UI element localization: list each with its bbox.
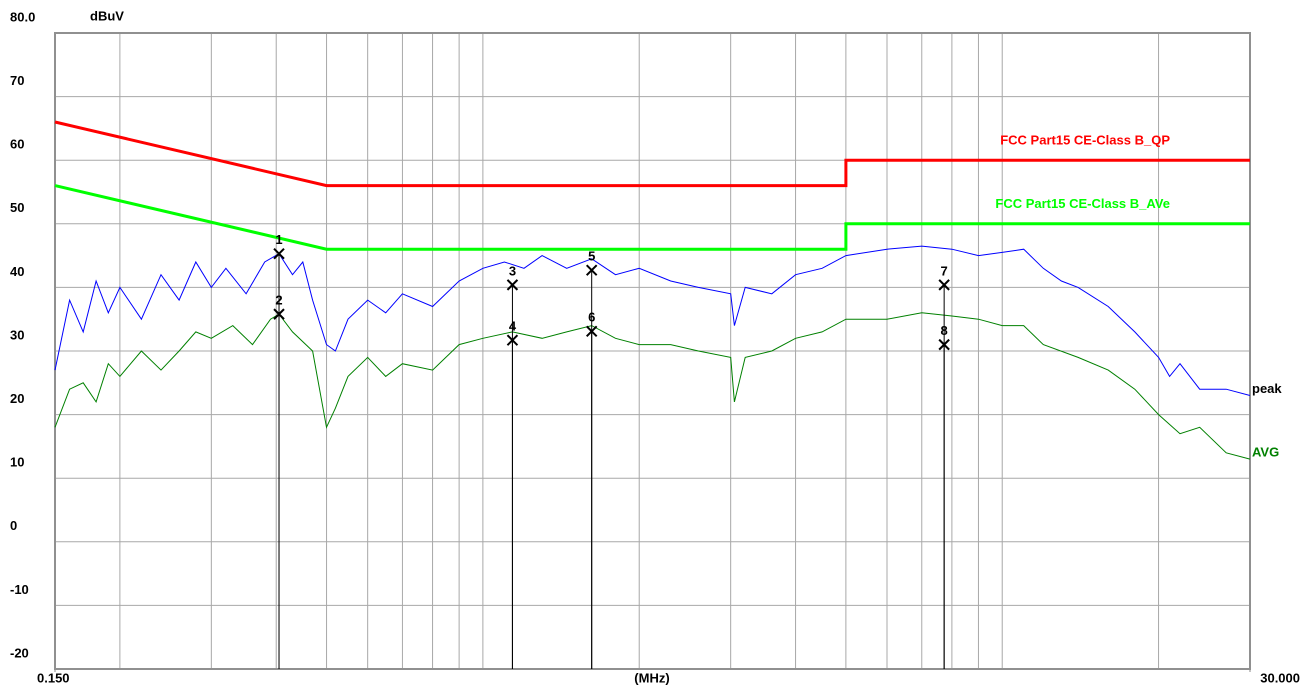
y-tick-label: 40 bbox=[10, 264, 24, 279]
marker-label: 7 bbox=[941, 263, 948, 278]
series-label: FCC Part15 CE-Class B_AVe bbox=[995, 196, 1170, 211]
y-tick-label: 60 bbox=[10, 137, 24, 152]
marker bbox=[273, 247, 285, 260]
marker-label: 4 bbox=[509, 319, 517, 334]
x-tick-label: 0.150 bbox=[37, 670, 70, 685]
series-line bbox=[54, 245, 1251, 396]
series-line bbox=[54, 184, 1250, 251]
y-tick-label: 30 bbox=[10, 327, 24, 342]
y-tick-label: -10 bbox=[10, 582, 29, 597]
marker bbox=[938, 338, 950, 351]
y-tick-label: 70 bbox=[10, 73, 24, 88]
series-label: AVG bbox=[1252, 445, 1279, 460]
y-tick-label: -20 bbox=[10, 645, 29, 660]
marker bbox=[506, 334, 519, 346]
series-label: FCC Part15 CE-Class B_QP bbox=[1000, 133, 1170, 148]
marker-label: 3 bbox=[509, 263, 516, 278]
y-tick-label: 0 bbox=[10, 518, 17, 533]
marker-label: 8 bbox=[941, 323, 948, 338]
marker-label: 2 bbox=[275, 293, 282, 308]
y-axis-label: dBuV bbox=[90, 8, 124, 23]
marker bbox=[506, 279, 519, 291]
series-label: peak bbox=[1252, 381, 1282, 396]
x-axis-label: (MHz) bbox=[634, 670, 669, 685]
plot-border bbox=[54, 32, 1251, 670]
y-tick-label: 20 bbox=[10, 391, 24, 406]
marker bbox=[585, 264, 598, 276]
marker-label: 6 bbox=[588, 310, 595, 325]
marker bbox=[273, 308, 285, 320]
marker-label: 1 bbox=[275, 232, 282, 247]
marker bbox=[585, 325, 598, 337]
series-line bbox=[54, 120, 1250, 188]
x-tick-label: 30.000 bbox=[1260, 670, 1300, 685]
series-line bbox=[54, 312, 1251, 460]
marker bbox=[938, 279, 950, 291]
marker-label: 5 bbox=[588, 249, 595, 264]
y-tick-label: 50 bbox=[10, 200, 24, 215]
y-tick-label: 10 bbox=[10, 455, 24, 470]
y-tick-label: 80.0 bbox=[10, 9, 35, 24]
